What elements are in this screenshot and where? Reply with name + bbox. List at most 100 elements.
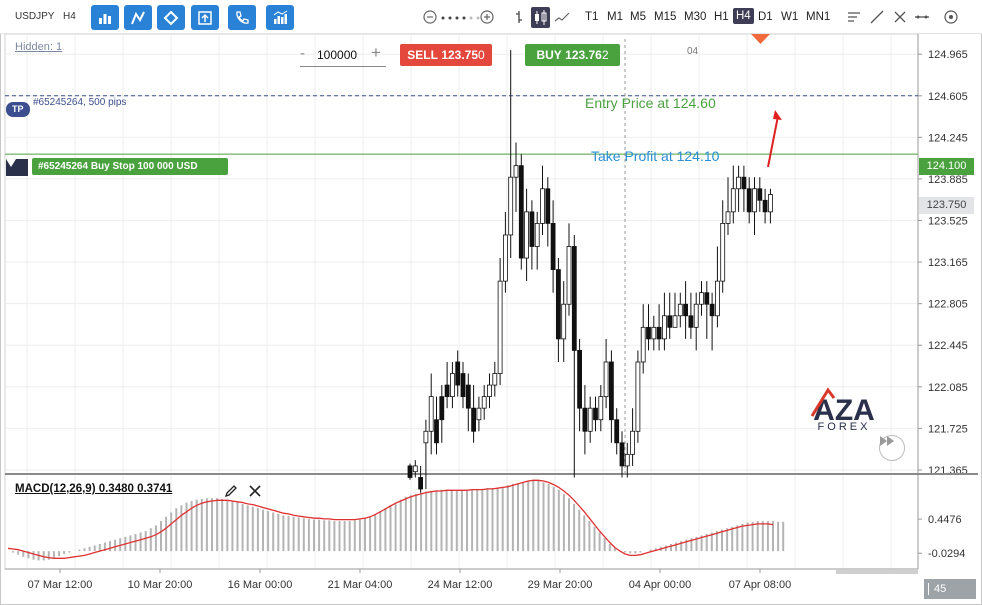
bearish-candle [439,396,445,421]
time-axis-label: 21 Mar 04:00 [328,579,393,591]
qty-decrease-button[interactable]: - [300,45,305,62]
bearish-candle [688,315,694,328]
bearish-candle [418,477,424,490]
bearish-candle [465,384,471,409]
trade-button[interactable] [191,5,219,30]
edit-indicator-icon[interactable] [224,484,238,498]
page-indicator[interactable]: 45 [924,579,976,599]
bearish-candle [704,292,710,305]
bearish-candle [746,188,752,213]
bearish-candle [646,326,651,340]
bearish-candle [757,188,763,201]
time-axis-label: 16 Mar 00:00 [228,579,293,591]
chart-area[interactable]: 124.965 124.605 124.245 123.885 123.525 123.1… [0,34,982,605]
quantity-stepper[interactable]: - 100000 + [300,43,386,67]
time-axis-label: 29 Mar 20:00 [528,579,593,591]
tf-m15[interactable]: M15 [654,11,677,23]
macd-indicator-label[interactable]: MACD(12,26,9) 0.3480 0.3741 [15,483,173,495]
scroll-end-marker [836,570,918,574]
page-number: 45 [934,583,947,595]
price-axis-label: 123.885 [928,174,968,186]
bearish-candle [460,373,466,398]
pending-order-label[interactable]: #65245264 Buy Stop 100 000 USD [32,158,228,175]
buy-button[interactable]: BUY 123.76 2 [525,44,620,66]
symbol-label[interactable]: USDJPY [15,11,55,22]
order-collapse-button[interactable] [6,159,28,176]
price-axis-label: 124.245 [928,132,968,144]
tf-w1[interactable]: W1 [781,11,799,23]
zoom-out-icon[interactable] [422,9,438,25]
bullish-candle [534,222,540,247]
settings-icon[interactable] [943,9,959,25]
tf-m1[interactable]: M1 [607,11,623,23]
price-axis-label: 121.725 [928,423,968,435]
tf-h1[interactable]: H1 [714,11,729,23]
chart-type-button[interactable] [91,5,119,30]
scroll-to-end-button[interactable] [879,435,905,461]
bullish-candle [630,430,635,455]
qty-increase-button[interactable]: + [371,43,381,62]
support-button[interactable] [228,5,256,30]
tf-t1[interactable]: T1 [585,11,599,23]
page-indicator-divider [928,583,931,595]
hidden-objects-link[interactable]: Hidden: 1 [15,41,63,53]
bullish-candle [603,361,609,398]
bearish-candle [741,176,747,190]
bullish-candle [497,280,503,374]
sell-price: 123.75 [441,48,479,62]
macd-axis-label: -0.0294 [928,548,965,560]
last-bar-marker [751,34,770,44]
bullish-candle [449,373,455,398]
price-axis-label: 122.445 [928,340,968,352]
drawing-tools-button[interactable] [157,5,185,30]
bullish-candle [677,303,683,317]
bearish-candle [556,269,561,340]
tp-order-label: #65245264, 500 pips [33,97,127,108]
bearish-candle [609,361,614,421]
candle-style-button[interactable] [531,7,550,28]
macd-axis-label: 0.4476 [928,514,962,526]
timeframe-label[interactable]: H4 [63,11,76,22]
buy-label: BUY [536,48,562,62]
bearish-candle [667,315,673,328]
statistics-button[interactable] [266,5,294,30]
bullish-candle [715,280,720,317]
bar-style-icon[interactable] [511,9,527,25]
sell-price-pip: 0 [478,48,485,62]
bearish-candle [471,407,477,432]
trendline-icon[interactable] [869,9,885,25]
bullish-candle [502,234,508,282]
quantity-value[interactable]: 100000 [317,48,358,62]
tf-h4[interactable]: H4 [733,8,754,24]
upload-icon [198,10,212,25]
horizontal-line-icon[interactable] [914,9,930,25]
tf-mn1[interactable]: MN1 [806,11,831,23]
bearish-candle [593,407,598,421]
bearish-candle [407,465,413,478]
zoom-slider[interactable] [440,15,482,21]
time-axis-label: 07 Mar 12:00 [28,579,93,591]
bullish-candle [720,222,726,282]
price-chart[interactable]: 124.965 124.605 124.245 123.885 123.525 123.1… [0,34,982,605]
tp-badge[interactable]: TP [6,102,30,117]
tf-m30[interactable]: M30 [684,11,707,23]
sell-button[interactable]: SELL 123.75 0 [400,44,492,66]
line-style-icon[interactable] [554,9,570,25]
bullish-candle [699,292,704,305]
cross-icon[interactable] [892,9,908,25]
take-profit-annotation: Take Profit at 124.10 [591,148,720,164]
bearish-candle [545,188,551,224]
logo-accent [810,387,836,417]
remove-indicator-icon[interactable] [248,484,262,498]
tf-d1[interactable]: D1 [758,11,773,23]
bearish-candle [550,222,556,270]
bullish-candle [730,188,736,213]
logo-subtext: FOREX [818,421,871,433]
price-axis-label: 122.085 [928,382,968,394]
bullish-candle [492,373,498,386]
bullish-candle [476,407,482,421]
sort-icon[interactable] [846,9,862,25]
zoom-in-icon[interactable] [479,9,495,25]
indicators-button[interactable] [124,5,152,30]
tf-m5[interactable]: M5 [630,11,646,23]
